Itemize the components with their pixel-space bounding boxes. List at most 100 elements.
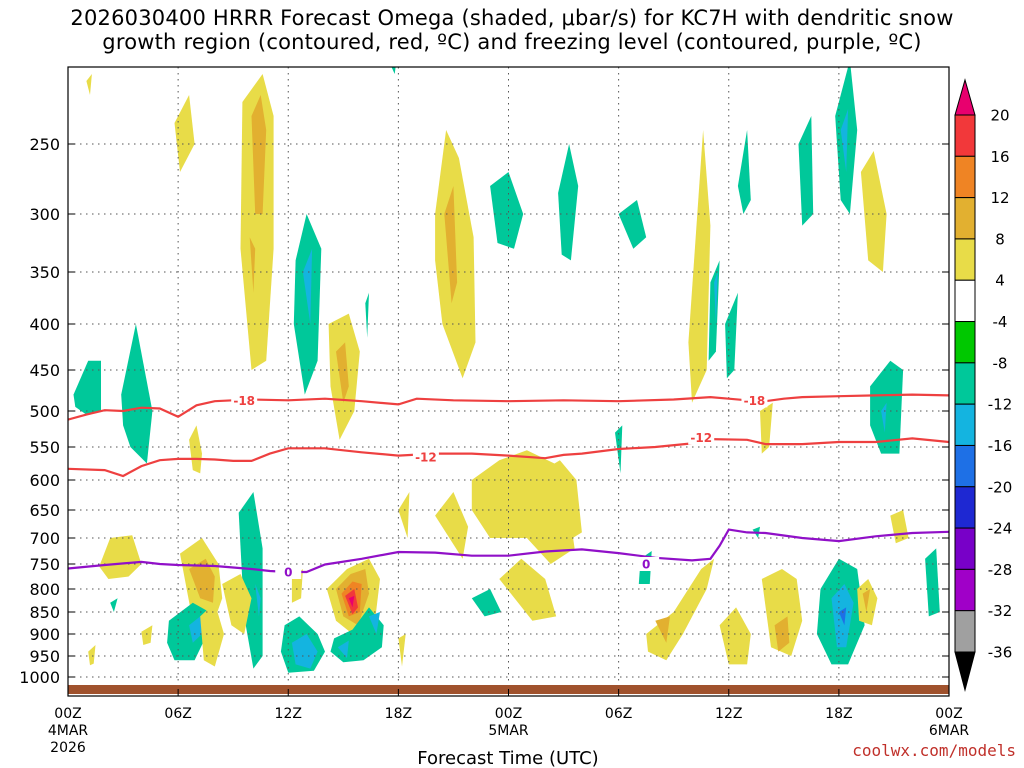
omega-region--12-9 bbox=[189, 616, 202, 643]
omega-region--12-31 bbox=[369, 612, 380, 634]
colorbar-swatch-7 bbox=[954, 362, 976, 405]
colorbar-swatch-bottom bbox=[954, 651, 976, 692]
chart-title: 2026030400 HRRR Forecast Omega (shaded, … bbox=[0, 6, 1024, 54]
contour-label-bg-2-2 bbox=[688, 430, 715, 445]
omega-region--8-71 bbox=[110, 598, 118, 612]
credit-text: coolwx.com/models bbox=[852, 741, 1016, 760]
x-tick-date-0: 4MAR bbox=[48, 723, 89, 739]
contour-label-bg-3-1 bbox=[275, 565, 302, 579]
y-tick-label-400: 400 bbox=[29, 315, 60, 334]
x-tick-label-36: 12Z bbox=[715, 706, 742, 722]
omega-region--8-3 bbox=[73, 360, 101, 415]
colorbar: 20 16 12 8 4 -4 -8 -12 -16 -20 -24 -28 -32 -36 bbox=[954, 78, 1013, 692]
colorbar-label-1: 20 bbox=[990, 107, 1009, 125]
contour-label-bg-1-1 bbox=[231, 393, 258, 408]
omega-region--8-4 bbox=[121, 324, 153, 464]
colorbar-swatch-13 bbox=[954, 610, 976, 653]
omega-region--12-21 bbox=[302, 248, 313, 324]
omega-region-4-53 bbox=[719, 607, 751, 665]
y-tick-label-250: 250 bbox=[29, 135, 60, 154]
x-axis-label: Forecast Time (UTC) bbox=[417, 748, 598, 768]
y-tick-label-500: 500 bbox=[29, 402, 60, 421]
colorbar-label-4: 8 bbox=[995, 230, 1005, 248]
contour-label-bg-1-2 bbox=[741, 393, 768, 408]
colorbar-swatch-9 bbox=[954, 444, 976, 488]
omega-region-8-63 bbox=[862, 589, 871, 612]
y-tick-label-550: 550 bbox=[29, 438, 60, 457]
colorbar-swatch-10 bbox=[954, 486, 976, 529]
omega-region-8-23 bbox=[336, 342, 349, 403]
y-tick-label-850: 850 bbox=[29, 603, 60, 622]
x-tick-label-18: 18Z bbox=[385, 706, 412, 722]
omega-region-8-7 bbox=[189, 558, 215, 603]
colorbar-swatch-6 bbox=[954, 321, 976, 364]
omega-region-4-55 bbox=[760, 402, 773, 454]
colorbar-swatch-12 bbox=[954, 568, 976, 612]
contour-layer: -18 -18 -12 -12 0 0 bbox=[68, 393, 949, 580]
x-tick-label-30: 06Z bbox=[605, 706, 632, 722]
y-tick-label-450: 450 bbox=[29, 361, 60, 380]
omega-region-4-6 bbox=[189, 425, 202, 474]
colorbar-swatch-11 bbox=[954, 527, 976, 570]
contour-label-2-2: -12 bbox=[690, 431, 712, 445]
omega-region-4-38 bbox=[435, 492, 469, 559]
omega-region--12-65 bbox=[840, 109, 849, 172]
y-tick-label-1000: 1000 bbox=[19, 668, 60, 687]
omega-region--8-35 bbox=[391, 67, 396, 74]
omega-region-4-69 bbox=[890, 510, 909, 544]
contour-line-2 bbox=[68, 437, 949, 478]
omega-region--8-50 bbox=[708, 260, 720, 361]
omega-region--8-58 bbox=[798, 116, 814, 226]
colorbar-swatch-1 bbox=[954, 114, 976, 157]
y-tick-label-300: 300 bbox=[29, 205, 60, 224]
x-tick-label-48: 00Z bbox=[935, 706, 962, 722]
omega-region-4-34 bbox=[398, 634, 406, 667]
contour-label-3-2: 0 bbox=[642, 558, 650, 572]
omega-region-8-14 bbox=[249, 237, 256, 293]
omega-region-4-66 bbox=[860, 151, 887, 272]
colorbar-swatch-3 bbox=[954, 197, 976, 240]
omega-region-4-11 bbox=[200, 602, 224, 667]
omega-region-4-49 bbox=[688, 130, 711, 403]
contour-line-1 bbox=[68, 393, 949, 421]
y-tick-label-700: 700 bbox=[29, 529, 60, 548]
omega-region--8-67 bbox=[870, 360, 904, 454]
omega-region--12-68 bbox=[881, 402, 887, 433]
y-tick-label-600: 600 bbox=[29, 471, 60, 490]
omega-region--8-40 bbox=[490, 172, 524, 249]
omega-region-4-75 bbox=[86, 74, 92, 95]
omega-region-4-72 bbox=[141, 625, 153, 645]
colorbar-swatch-top bbox=[954, 78, 976, 116]
x-tick-label-12: 12Z bbox=[275, 706, 302, 722]
x-tick-date-24: 5MAR bbox=[488, 723, 529, 739]
omega-region-4-43 bbox=[499, 558, 557, 621]
colorbar-label-12: -28 bbox=[988, 561, 1013, 579]
x-tick-year-0: 2026 bbox=[50, 740, 86, 756]
x-tick-label-0: 00Z bbox=[54, 706, 81, 722]
omega-region--8-8 bbox=[167, 602, 210, 661]
colorbar-label-3: 12 bbox=[990, 189, 1009, 207]
x-tick-label-24: 00Z bbox=[495, 706, 522, 722]
contour-label-1-1: -18 bbox=[233, 394, 255, 408]
omega-region--12-19 bbox=[291, 634, 318, 669]
colorbar-label-14: -36 bbox=[988, 644, 1013, 662]
omega-region-8-57 bbox=[774, 616, 790, 652]
omega-region-4-76 bbox=[222, 574, 252, 634]
y-tick-label-800: 800 bbox=[29, 580, 60, 599]
omega-region--8-70 bbox=[925, 548, 940, 617]
y-tick-label-650: 650 bbox=[29, 501, 60, 520]
omega-region-8-37 bbox=[444, 186, 458, 304]
omega-region--12-30 bbox=[337, 640, 349, 659]
y-tick-label-950: 950 bbox=[29, 647, 60, 666]
colorbar-swatch-5 bbox=[954, 279, 976, 323]
omega-region-4-33 bbox=[398, 492, 410, 538]
chart-title-line-1: 2026030400 HRRR Forecast Omega (shaded, … bbox=[70, 6, 954, 30]
omega-region--8-41 bbox=[558, 144, 579, 261]
omega-region--8-54 bbox=[737, 130, 751, 214]
omega-region--8-42 bbox=[471, 589, 502, 617]
colorbar-label-2: 16 bbox=[990, 148, 1009, 166]
chart-title-line-2: growth region (contoured, red, ºC) and f… bbox=[102, 30, 922, 54]
x-tick-label-6: 06Z bbox=[164, 706, 191, 722]
omega-region--8-44 bbox=[618, 200, 647, 249]
